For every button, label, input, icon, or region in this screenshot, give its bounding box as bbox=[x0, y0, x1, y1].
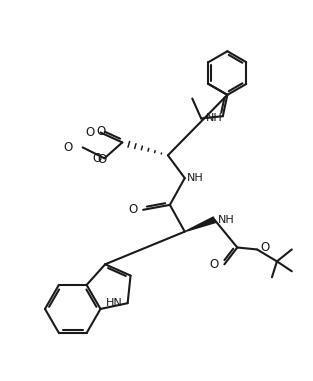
Polygon shape bbox=[185, 217, 216, 232]
Text: O: O bbox=[85, 126, 95, 139]
Text: O: O bbox=[128, 203, 137, 216]
Text: O: O bbox=[98, 153, 107, 166]
Text: NH: NH bbox=[206, 114, 223, 123]
Text: O: O bbox=[209, 258, 218, 271]
Text: HN: HN bbox=[106, 298, 123, 308]
Text: NH: NH bbox=[218, 215, 234, 225]
Text: O: O bbox=[64, 141, 73, 154]
Text: O: O bbox=[96, 125, 105, 138]
Text: O: O bbox=[260, 241, 269, 254]
Text: NH: NH bbox=[187, 173, 203, 183]
Text: O: O bbox=[92, 152, 101, 165]
